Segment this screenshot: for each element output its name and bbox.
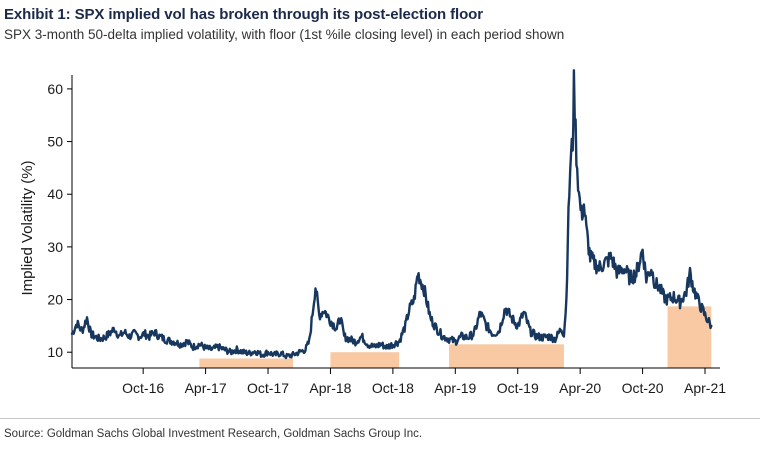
x-tick-label: Apr-21 xyxy=(684,380,726,396)
axes-group xyxy=(71,75,720,369)
x-tick-label: Oct-19 xyxy=(497,380,539,396)
y-tick-label: 10 xyxy=(47,344,63,360)
x-tick-label: Oct-16 xyxy=(122,380,164,396)
floor-bars-group xyxy=(199,306,712,368)
volatility-chart: 10 20 30 40 50 60 Oct-16 Apr-17 Oct-17 Apr-18 Oct-… xyxy=(19,69,726,396)
x-tick-label: Oct-17 xyxy=(247,380,289,396)
x-tick-label: Oct-18 xyxy=(372,380,414,396)
ticks-group: 10 20 30 40 50 60 Oct-16 Apr-17 Oct-17 Apr-18 Oct-… xyxy=(47,81,726,396)
floor-bar-1 xyxy=(199,358,293,368)
footer-divider xyxy=(0,418,760,419)
floor-bar-2 xyxy=(330,352,400,368)
x-tick-label: Apr-19 xyxy=(434,380,476,396)
x-tick-label: Apr-20 xyxy=(559,380,601,396)
y-tick-label: 30 xyxy=(47,239,63,255)
y-axis-title: Implied Volatility (%) xyxy=(19,160,36,295)
x-tick-label: Oct-20 xyxy=(622,380,664,396)
exhibit-subtitle: SPX 3-month 50-delta implied volatility,… xyxy=(4,27,565,42)
y-tick-label: 40 xyxy=(47,186,63,202)
exhibit-title: Exhibit 1: SPX implied vol has broken th… xyxy=(4,6,483,23)
y-tick-label: 20 xyxy=(47,292,63,308)
x-tick-label: Apr-18 xyxy=(309,380,351,396)
floor-bar-3 xyxy=(449,344,564,368)
implied-vol-line xyxy=(70,69,713,360)
y-tick-label: 60 xyxy=(47,81,63,97)
y-tick-label: 50 xyxy=(47,134,63,150)
x-tick-label: Apr-17 xyxy=(185,380,227,396)
floor-bar-4 xyxy=(667,306,712,368)
source-note: Source: Goldman Sachs Global Investment … xyxy=(4,428,423,440)
